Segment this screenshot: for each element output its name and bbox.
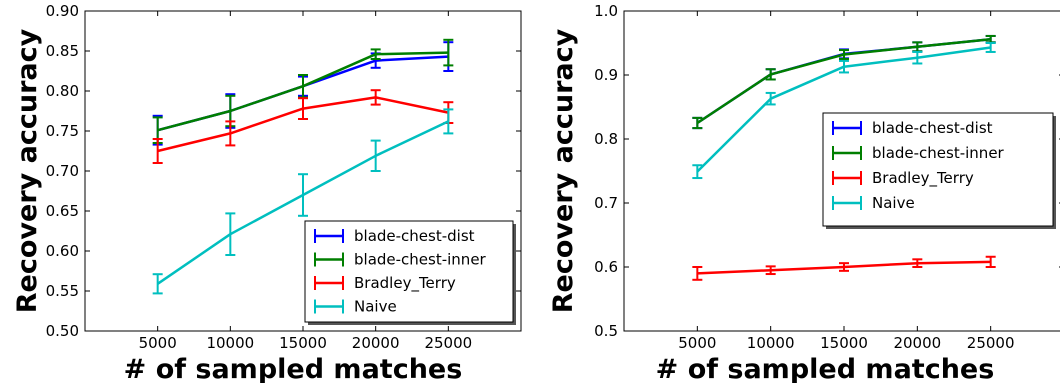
x-tick-label: 15000 [820, 334, 868, 352]
right-chart: 0.5 0.6 0.7 0.8 0.9 1.0 5000 10000 15000 20000 250… [548, 2, 1060, 383]
x-tick-label: 25000 [967, 334, 1015, 352]
y-tick-label: 0.85 [46, 42, 79, 60]
series-Naive [152, 108, 454, 295]
y-tick-label: 0.90 [46, 2, 79, 20]
x-tick-label: 15000 [279, 334, 327, 352]
y-tick-label: 0.6 [594, 258, 618, 276]
x-tick-label: 20000 [893, 334, 941, 352]
y-tick-label: 0.75 [46, 122, 79, 140]
x-tick-label: 5000 [678, 334, 716, 352]
y-tick-label: 0.8 [594, 130, 618, 148]
y-tick-label: 0.55 [46, 282, 79, 300]
legend-label: Bradley_Terry [354, 274, 456, 293]
x-axis-label: # of sampled matches [656, 354, 995, 383]
legend-label: Bradley_Terry [872, 169, 974, 188]
legend-label: blade-chest-inner [872, 144, 1005, 162]
x-tick-label: 10000 [206, 334, 254, 352]
legend-label: blade-chest-dist [354, 227, 475, 245]
y-axis-label: Recovery accuracy [548, 28, 579, 313]
y-tick-label: 0.65 [46, 202, 79, 220]
series-blade-chest-inner [152, 38, 454, 144]
y-tick-label: 0.50 [46, 322, 79, 340]
series-Bradley_Terry [152, 89, 454, 164]
y-tick-label: 0.70 [46, 162, 79, 180]
y-tick-label: 0.9 [594, 66, 618, 84]
y-tick-label: 0.5 [594, 322, 618, 340]
x-tick-label: 25000 [424, 334, 472, 352]
left-chart: 0.50 0.55 0.60 0.65 0.70 0.75 0.80 0.85 0.90 5000… [12, 2, 522, 383]
legend-box [304, 220, 514, 323]
legend-label: blade-chest-inner [354, 251, 487, 269]
x-tick-label: 5000 [139, 334, 177, 352]
y-tick-label: 0.7 [594, 194, 618, 212]
y-tick-label: 0.60 [46, 242, 79, 260]
y-tick-label: 1.0 [594, 2, 618, 20]
series-Bradley_Terry [692, 255, 996, 281]
legend-label: Naive [872, 194, 915, 212]
legend: blade-chest-dist blade-chest-inner Bradley… [304, 220, 516, 325]
y-tick-label: 0.80 [46, 82, 79, 100]
x-tick-label: 10000 [747, 334, 795, 352]
x-tick-label: 20000 [352, 334, 400, 352]
legend: blade-chest-dist blade-chest-inner Bradley… [822, 112, 1056, 229]
y-axis-label: Recovery accuracy [12, 28, 43, 313]
legend-label: blade-chest-dist [872, 119, 993, 137]
x-axis-label: # of sampled matches [124, 354, 463, 383]
legend-label: Naive [354, 298, 397, 316]
series-Naive [692, 42, 996, 180]
